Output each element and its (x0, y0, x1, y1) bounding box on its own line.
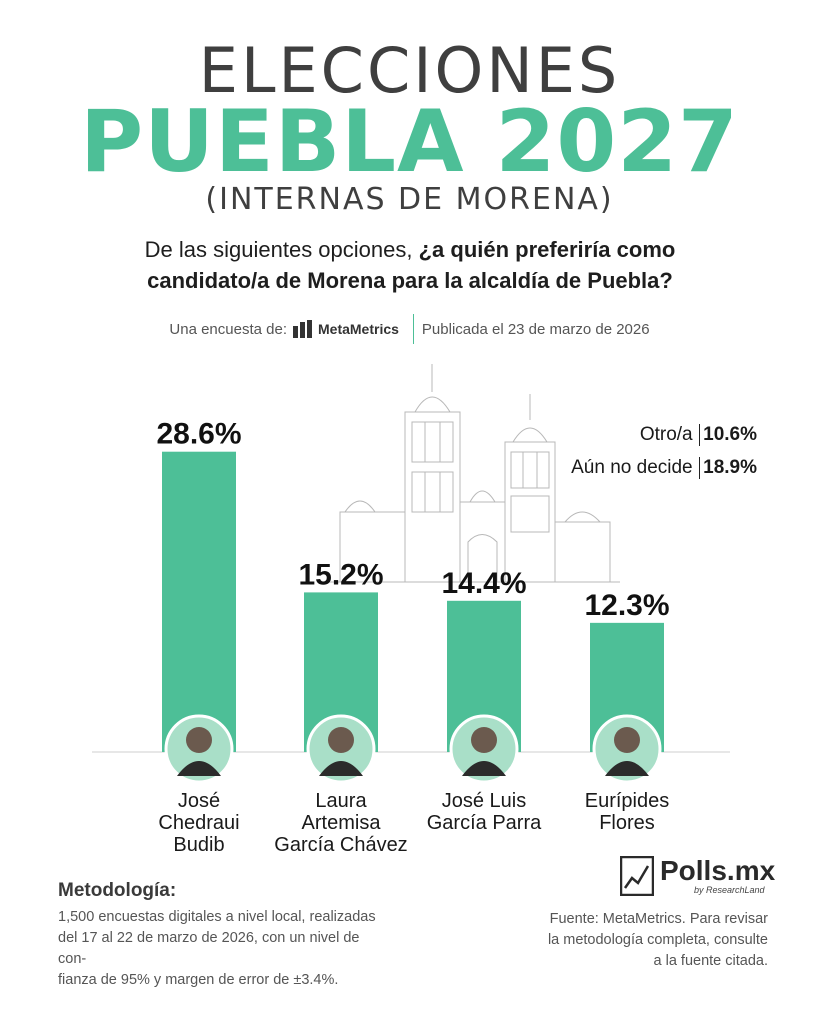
candidate-name-4: Eurípides Flores (547, 790, 707, 834)
metametrics-logo: MetaMetrics (293, 320, 399, 338)
candidate-name-line: Flores (599, 812, 655, 834)
metametrics-logo-icon (293, 320, 312, 338)
candidate-name-line: Laura (315, 790, 367, 812)
candidate-name-line: García Parra (426, 812, 542, 834)
byline-prefix: Una encuesta de: (169, 320, 287, 338)
source-line: a la fuente citada. (653, 953, 768, 969)
side-stat-divider (698, 424, 701, 446)
bar-value-label-1: 28.6% (156, 418, 241, 451)
methodology-line: del 17 al 22 de marzo de 2026, con un ni… (58, 930, 360, 967)
byline-divider (412, 314, 414, 344)
bar-value-label-3: 14.4% (441, 567, 526, 600)
title-subtitle: (INTERNAS DE MORENA) (205, 182, 614, 217)
bar-value-label-2: 15.2% (298, 558, 383, 591)
methodology-text: 1,500 encuestas digitales a nivel local,… (58, 907, 378, 991)
candidate-name-line: José (177, 790, 221, 812)
source-text: Fuente: MetaMetrics. Para revisar la met… (520, 909, 768, 972)
side-stat-value: 18.9% (703, 457, 757, 478)
cathedral-illustration (320, 364, 620, 583)
title-top: ELECCIONES (198, 34, 621, 107)
polls-logo-sub: by ResearchLand (694, 884, 765, 895)
candidate-name-line: Chedraui (158, 812, 240, 834)
bar-1 (162, 451, 236, 752)
candidate-name-3: José Luis García Parra (404, 790, 564, 834)
methodology-line: 1,500 encuestas digitales a nivel local,… (58, 909, 376, 925)
metametrics-brand: MetaMetrics (318, 321, 399, 337)
side-stat-label: Otro/a (639, 424, 693, 445)
bar-value-label-4: 12.3% (584, 589, 669, 622)
question-bold-1: ¿a quién preferiría como (418, 237, 676, 262)
candidate-photo-2 (306, 714, 376, 784)
polls-logo: Polls.mx by ResearchLand (620, 856, 775, 896)
candidate-photo-4 (592, 714, 662, 784)
polls-logo-text: Polls.mx (660, 854, 776, 886)
side-stat-divider (698, 457, 701, 479)
source-line: Fuente: MetaMetrics. Para revisar (549, 911, 768, 927)
polls-chart-icon (620, 856, 654, 896)
title-main: PUEBLA 2027 (80, 92, 739, 192)
byline: Una encuesta de: MetaMetrics Publicada e… (0, 314, 819, 344)
candidate-name-line: García Chávez (274, 834, 408, 856)
question-text: De las siguientes opciones, ¿a quién pre… (80, 234, 740, 296)
methodology-line: fianza de 95% y margen de error de ±3.4%… (58, 972, 339, 988)
methodology-title: Metodología: (58, 880, 177, 901)
byline-published: Publicada el 23 de marzo de 2026 (421, 320, 650, 338)
candidate-photo-3 (449, 714, 519, 784)
question-bold-2: candidato/a de Morena para la alcaldía d… (147, 268, 673, 293)
side-stat-otro: Otro/a 10.6% (640, 424, 757, 446)
side-stat-value: 10.6% (703, 424, 757, 445)
candidate-name-line: Budib (173, 834, 225, 856)
candidate-name-2: Laura Artemisa García Chávez (261, 790, 421, 856)
source-line: la metodología completa, consulte (547, 932, 768, 948)
candidate-name-line: José Luis (441, 790, 527, 812)
question-plain: De las siguientes opciones, (144, 237, 419, 262)
candidate-name-line: Artemisa (301, 812, 381, 834)
candidate-name-1: José Chedraui Budib (119, 790, 279, 856)
side-stat-label: Aún no decide (571, 457, 693, 478)
candidate-name-line: Eurípides (584, 790, 670, 812)
side-stat-aun-no-decide: Aún no decide 18.9% (571, 457, 757, 479)
candidate-photo-1 (164, 714, 234, 784)
